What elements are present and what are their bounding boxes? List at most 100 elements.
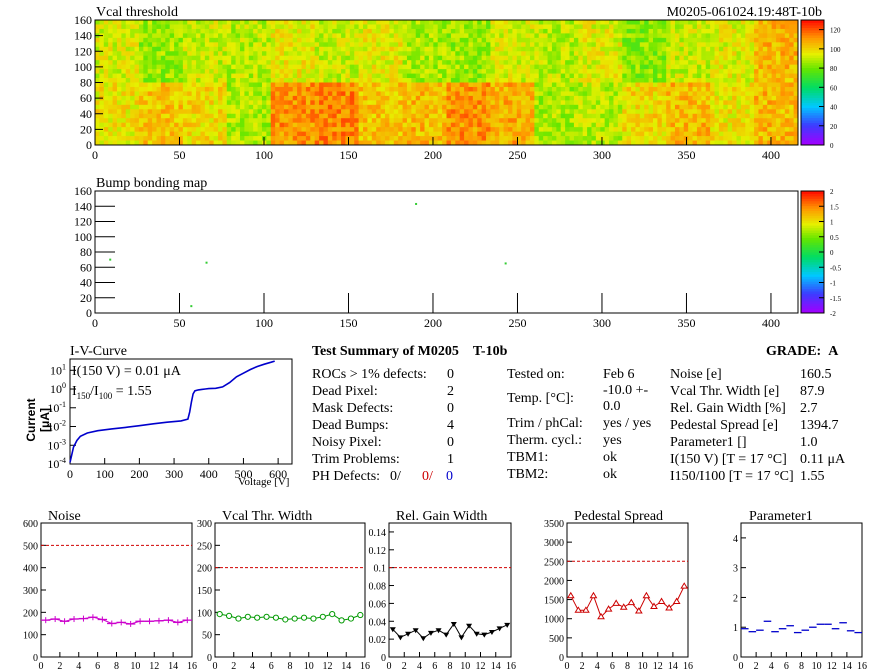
heatmap-cell <box>266 73 272 79</box>
heatmap-cell <box>631 86 636 92</box>
heatmap-cell <box>595 118 601 124</box>
heatmap-cell <box>336 113 342 119</box>
heatmap-cell <box>169 28 175 34</box>
heatmap-cell <box>160 37 166 43</box>
heatmap-cell <box>336 91 342 97</box>
heatmap-cell <box>631 28 636 34</box>
heatmap-cell <box>393 20 399 25</box>
heatmap-cell <box>767 69 773 74</box>
colorbar-step <box>801 271 824 275</box>
heatmap-cell <box>644 104 650 110</box>
heatmap-cell <box>569 100 575 106</box>
colorbar-step <box>801 77 824 81</box>
heatmap-cell <box>732 118 737 124</box>
heatmap-cell <box>670 131 676 137</box>
heatmap-cell <box>674 82 680 88</box>
heatmap-cell <box>613 24 619 30</box>
heatmap-cell <box>696 64 702 70</box>
heatmap-cell <box>609 131 614 137</box>
heatmap-cell <box>103 109 109 115</box>
heatmap-cell <box>776 95 781 101</box>
heatmap-cell <box>696 131 702 137</box>
heatmap-cell <box>653 122 658 128</box>
heatmap-cell <box>345 33 351 39</box>
heatmap-cell <box>573 42 579 48</box>
heatmap-cell <box>543 33 548 39</box>
heatmap-cell <box>319 64 324 70</box>
heatmap-cell <box>327 55 333 61</box>
heatmap-cell <box>714 69 720 74</box>
heatmap-cell <box>218 91 223 97</box>
heatmap-cell <box>732 64 737 70</box>
heatmap-cell <box>508 37 513 43</box>
heatmap-cell <box>424 104 430 110</box>
heatmap-cell <box>490 28 496 34</box>
heatmap-cell <box>529 51 535 57</box>
heatmap-cell <box>516 100 522 106</box>
heatmap-cell <box>108 78 113 83</box>
heatmap-cell <box>793 109 799 115</box>
heatmap-cell <box>600 55 606 61</box>
heatmap-cell <box>503 127 509 133</box>
heatmap-cell <box>613 60 619 66</box>
heatmap-cell <box>275 51 280 57</box>
heatmap-cell <box>99 131 105 137</box>
heatmap-cell <box>459 127 465 133</box>
heatmap-cell <box>314 42 320 48</box>
y-tick-label: 20 <box>80 291 92 305</box>
heatmap-cell <box>604 136 610 141</box>
heatmap-cell <box>556 37 562 43</box>
heatmap-cell <box>551 82 557 88</box>
heatmap-cell <box>99 37 105 43</box>
heatmap-cell <box>767 113 773 119</box>
heatmap-cell <box>358 24 364 30</box>
heatmap-cell <box>380 69 386 74</box>
heatmap-cell <box>525 28 531 34</box>
heatmap-cell <box>358 109 364 115</box>
heatmap-cell <box>332 118 338 124</box>
heatmap-cell <box>613 95 619 101</box>
heatmap-cell <box>222 46 228 52</box>
heatmap-cell <box>288 24 294 30</box>
heatmap-cell <box>578 24 584 30</box>
heatmap-cell <box>235 122 241 128</box>
heatmap-cell <box>218 127 223 133</box>
heatmap-cell <box>244 33 250 39</box>
heatmap-cell <box>156 33 162 39</box>
heatmap-cell <box>143 69 149 74</box>
y-tick-label: 160 <box>74 13 92 27</box>
heatmap-cell <box>494 60 500 66</box>
heatmap-cell <box>705 100 711 106</box>
heatmap-cell <box>626 24 632 30</box>
heatmap-cell <box>661 42 667 48</box>
heatmap-cell <box>604 127 610 133</box>
heatmap-cell <box>578 140 584 146</box>
heatmap-cell <box>169 69 175 74</box>
heatmap-cell <box>525 122 531 128</box>
heatmap-cell <box>301 60 307 66</box>
heatmap-cell <box>657 60 663 66</box>
heatmap-cell <box>670 51 676 57</box>
heatmap-cell <box>204 91 210 97</box>
heatmap-cell <box>749 24 755 30</box>
heatmap-cell <box>758 46 764 52</box>
heatmap-cell <box>165 24 171 30</box>
heatmap-cell <box>121 78 127 83</box>
heatmap-cell <box>762 51 768 57</box>
heatmap-cell <box>244 78 250 83</box>
heatmap-cell <box>784 78 790 83</box>
heatmap-cell <box>771 33 777 39</box>
heatmap-cell <box>758 100 764 106</box>
heatmap-cell <box>99 122 105 128</box>
heatmap-cell <box>130 42 135 48</box>
heatmap-cell <box>762 95 768 101</box>
heatmap-cell <box>547 91 553 97</box>
heatmap-cell <box>213 78 219 83</box>
heatmap-cell <box>670 69 676 74</box>
heatmap-cell <box>538 73 544 79</box>
heatmap-cell <box>450 91 456 97</box>
heatmap-cell <box>200 37 206 43</box>
heatmap-cell <box>261 118 267 124</box>
colorbar-step <box>801 80 824 83</box>
